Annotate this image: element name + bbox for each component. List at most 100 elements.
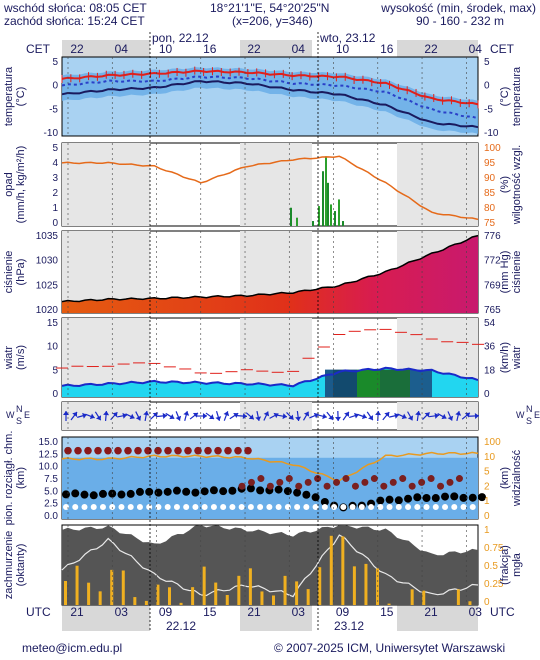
cloud-base-dot [311,493,320,502]
cloud-top-dot [184,446,192,455]
sunrise-text: wschód słońca: 08:05 CET [4,1,147,15]
wind-arrow [317,413,327,420]
cloud-cover-area [62,525,478,605]
tick-label-temp: -5 [49,104,58,115]
wind-arrow-head [162,412,167,419]
cloud-low-dot [90,503,97,510]
tick-label-wind: 5 [52,365,58,376]
cloud-low-dot [210,503,217,510]
day-label-top: pon, 22.12 [152,31,209,45]
cloud-low-dot [349,503,356,510]
cloud-low-dot [238,503,245,510]
wind-arrow-head [103,411,110,416]
axis-title-cloud: (km) [499,467,511,489]
cloud-top-dot [84,446,92,455]
wind-dir-letter-left: S [16,416,22,426]
precip-bar [327,182,329,226]
tick-label-precip: 3 [52,173,58,184]
tick-label-temp: 5 [52,57,58,68]
wind-dir-letter-right: E [534,410,540,420]
wind-arrow-head [401,413,407,420]
wind-arrow [366,411,374,421]
tick-label-wind: 0 [52,389,58,400]
cloud-base-dot [200,487,209,496]
wind-arrow-head [95,415,102,421]
tick-label-press: 772 [484,256,501,267]
tick-label-precip: 0 [52,218,58,229]
axis-title-temp: (°C) [499,87,511,107]
axis-unit-press: ciśnienie [511,251,523,294]
tick-label-wind: 0 [484,389,490,400]
fog-bar [75,565,79,605]
cloud-top-dot [164,446,172,455]
pressure-line [61,234,479,303]
cloud-base-dot [209,486,218,495]
cloud-top-dot [64,446,72,455]
fog-bar [272,595,275,605]
tick-label-cloud: 1 [484,496,490,507]
wind-arrow [255,410,262,422]
tick-label-precip: 95 [484,158,496,169]
tick-label-cover: 0.75 [484,543,504,554]
cloud-low-dot [63,503,69,510]
fog-bar [225,594,229,605]
wind-arrow [437,413,447,420]
cloud-base-dot [459,493,468,502]
wind-arrow-head [384,412,390,418]
axis-title-temp: temperatura [3,66,15,126]
wind-arrow-head [183,411,190,416]
wind-arrow-head [322,413,327,420]
wind-arrow [269,412,279,419]
cloud-low-dot [257,503,264,510]
wind-arrow [116,412,128,419]
wind-arrow-head [169,413,175,420]
fog-bar [87,582,91,605]
wind-arrow-head [175,415,182,421]
tick-label-press: 769 [484,280,501,291]
top-hour-label: 04 [115,42,129,56]
tick-label-press: 1025 [36,280,59,291]
top-hour-label: 10 [336,42,350,56]
tick-label-precip: 100 [484,143,501,154]
cloud-low-dot [247,503,254,510]
wind-arrow [276,413,288,420]
temperature-envelope [62,67,478,134]
top-hour-label: 16 [203,42,217,56]
cloud-base-dot [256,486,265,495]
cloud-mid-dot [380,482,388,490]
cloud-low-dot [340,503,347,510]
top-hour-label: 16 [380,42,394,56]
wind-arrow [110,411,118,421]
humidity-line [61,155,479,221]
wind-arrow [85,413,95,420]
cloud-mid-dot [304,478,312,486]
fog-bar [133,597,137,605]
tick-label-precip: 90 [484,173,496,184]
top-tz-left: CET [26,42,51,56]
wind-arrow-head [223,411,230,417]
wind-arrow-head [415,411,422,416]
copyright-text: © 2007-2025 ICM, Uniwersytet Warszawski [274,641,506,655]
contact-email[interactable]: meteo@icm.edu.pl [22,641,123,655]
wind-arrow-head [434,412,439,419]
tick-label-precip: 75 [484,218,496,229]
axis-title-precip: opad [3,172,15,196]
grid-point-text: (x=206, y=346) [232,14,313,28]
cloud-base-dot [431,494,440,503]
cloud-low-dot [109,503,116,510]
low-cloud-line [61,534,479,598]
axis-unit-cover: (oktanty) [15,544,27,587]
cloud-top-dot [204,446,212,455]
precip-bar [296,217,298,226]
wind-arrow [263,411,270,421]
cloud-mid-dot [370,475,378,483]
axis-unit-temp: (°C) [15,87,27,107]
tick-label-precip: 2 [52,188,58,199]
wind-arrow-head [474,412,479,419]
cloud-mid-dot [389,478,397,486]
fog-bar [329,535,333,605]
wind-arrow-head [273,412,279,419]
cloud-top-dot [194,446,202,455]
cloud-low-dot [303,503,310,510]
tick-label-precip: 85 [484,188,496,199]
